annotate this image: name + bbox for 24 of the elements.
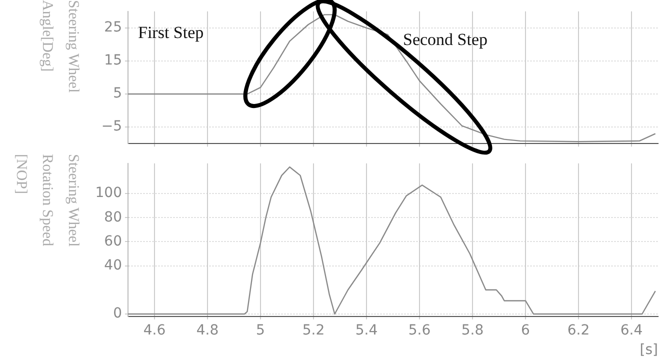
y-tick-label: −5 (101, 118, 122, 135)
x-tick-label: 6 (521, 322, 530, 338)
x-tick-label: 5.8 (461, 322, 484, 338)
y-tick-label: 100 (95, 185, 122, 202)
x-tick-label: 5.6 (408, 322, 431, 338)
y-tick-label: 0 (113, 306, 122, 322)
y-axis-title: Steering Wheel Rotation Speed [NOP] (12, 154, 82, 249)
y-tick-label: 60 (104, 233, 122, 250)
y-tick-label: 15 (104, 52, 122, 69)
x-tick-label: 4.6 (143, 322, 166, 338)
y-axis-title: Steering Wheel Angle[Deg] (38, 0, 82, 95)
x-tick-label: 6.4 (620, 322, 643, 338)
x-axis-title: [s] (640, 342, 658, 358)
x-tick-label: 5.4 (355, 322, 378, 338)
x-tick-label: 5 (256, 322, 265, 338)
x-tick-label: 6.2 (567, 322, 590, 338)
annotation: First Step (138, 22, 204, 42)
y-tick-label: 40 (104, 257, 122, 274)
annotation: Second Step (403, 30, 488, 49)
x-tick-label: 4.8 (196, 322, 219, 338)
x-tick-label: 5.2 (302, 322, 325, 338)
y-tick-label: 80 (104, 209, 122, 226)
y-tick-label: 5 (113, 86, 122, 102)
y-tick-label: 25 (104, 20, 122, 36)
